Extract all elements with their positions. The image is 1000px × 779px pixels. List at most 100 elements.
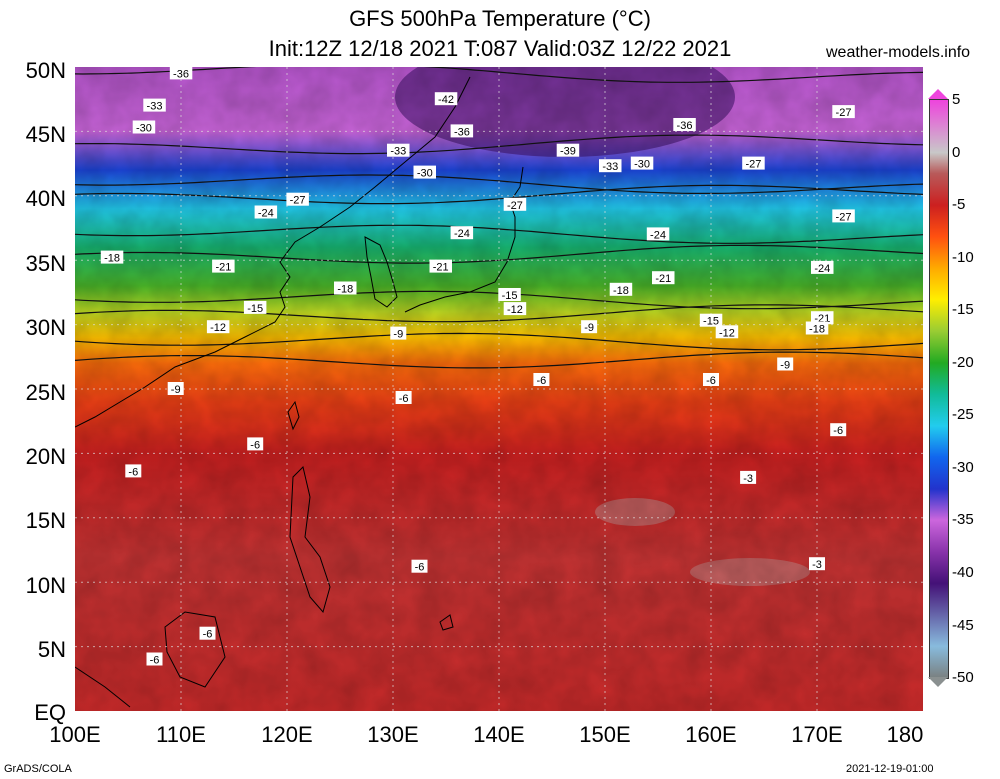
contour-label-bg <box>630 156 654 170</box>
contour-label-bg <box>740 470 757 484</box>
contour-label-bg <box>146 652 163 666</box>
contour-label: -24 <box>650 229 666 241</box>
colorbar-tick-label: 0 <box>952 143 961 161</box>
isotherm-line <box>75 174 923 194</box>
contour-label: -12 <box>507 304 523 316</box>
contour-label-bg <box>125 464 142 478</box>
contour-label: -9 <box>584 322 594 334</box>
contour-label-bg <box>503 197 527 211</box>
lon-label: 150E <box>579 722 631 747</box>
contour-label: -27 <box>836 211 852 223</box>
contour-label-bg <box>609 282 633 296</box>
contour-label-bg <box>434 92 458 106</box>
contour-label-bg <box>206 320 230 334</box>
contour-label-bg <box>132 120 156 134</box>
lat-label: 20N <box>25 444 66 469</box>
contour-label-bg <box>429 259 452 273</box>
lon-label: 100E <box>49 722 101 747</box>
contour-label: -36 <box>454 126 470 138</box>
contour-label: -27 <box>836 107 852 119</box>
contour-label: -6 <box>203 629 213 641</box>
lon-label: 180 <box>886 722 924 747</box>
contour-label-bg <box>777 357 794 371</box>
lon-label: 110E <box>156 722 206 747</box>
temperature-map: -36 -33 -42 -30 -36 -39 -36 -27 -33 -33 -30 -27 -30 -… <box>75 67 923 711</box>
contour-label: -18 <box>613 285 629 297</box>
contour-label-bg <box>715 325 739 339</box>
contour-label: -21 <box>215 262 231 274</box>
contour-label: -33 <box>147 101 163 113</box>
colorbar-tick-label: -25 <box>952 406 974 424</box>
coastline-taiwan <box>287 400 300 431</box>
colorbar-tick-label: -35 <box>952 511 974 529</box>
colorbar-tick-label: -20 <box>952 353 974 371</box>
contour-label: -36 <box>677 120 693 132</box>
contour-label: -9 <box>393 329 403 341</box>
colorbar <box>929 99 949 679</box>
coastline-asia <box>75 76 471 428</box>
lat-label: 15N <box>25 508 66 533</box>
contour-label-bg <box>498 288 521 301</box>
colorbar-tick-label: 5 <box>952 91 961 108</box>
lat-label: 35N <box>25 251 66 276</box>
contour-label-bg <box>450 226 474 240</box>
contour-label: -42 <box>438 94 454 106</box>
colorbar-tick-label: -50 <box>952 669 974 686</box>
contour-label: -18 <box>337 284 353 296</box>
contour-label-bg <box>832 105 855 119</box>
contour-label-bg <box>811 260 834 274</box>
lat-label: 45N <box>25 122 66 147</box>
contour-label: -6 <box>128 466 138 478</box>
lat-label: 30N <box>25 315 66 340</box>
lat-label: 40N <box>25 186 66 211</box>
lon-label: 160E <box>685 722 737 747</box>
contour-label-bg <box>286 192 309 206</box>
isotherm-line <box>75 67 923 83</box>
contour-label-bg <box>533 373 550 386</box>
contour-label: -27 <box>745 159 761 171</box>
colorbar-tick-label: -5 <box>952 196 966 214</box>
contour-label: -27 <box>290 195 306 207</box>
coastline-philippines <box>289 466 331 614</box>
coastline-korea <box>364 236 398 308</box>
contour-label: -6 <box>706 375 716 387</box>
contour-label-bg <box>243 300 267 314</box>
contour-label: -27 <box>507 200 523 212</box>
contour-label: -9 <box>171 384 181 396</box>
chart-subtitle: Init:12Z 12/18 2021 T:087 Valid:03Z 12/2… <box>268 36 732 61</box>
contour-labels: -36 -33 -42 -30 -36 -39 -36 -27 -33 -33 -30 -27 -30 -… <box>100 67 855 667</box>
contour-label-bg <box>742 156 765 170</box>
colorbar-tick-label: -40 <box>952 563 974 581</box>
lon-label: 130E <box>367 722 419 747</box>
contour-label-bg <box>809 557 825 571</box>
lat-label: 10N <box>25 573 66 598</box>
isotherm-line <box>75 332 923 351</box>
contour-label-bg <box>805 321 829 335</box>
contour-label-bg <box>169 67 193 80</box>
coastlines <box>75 76 524 708</box>
lat-label: 25N <box>25 380 66 405</box>
contour-label: -36 <box>173 68 189 80</box>
contour-label: -3 <box>812 559 822 571</box>
isotherm-line <box>75 184 923 205</box>
contour-label: -6 <box>399 393 409 405</box>
contour-label: -30 <box>634 159 650 171</box>
coastline-japan <box>404 166 524 313</box>
contour-label-bg <box>247 437 264 451</box>
contour-label: -6 <box>250 439 260 451</box>
contour-label-bg <box>581 320 598 334</box>
contour-label-bg <box>413 165 436 179</box>
contour-label-bg <box>100 250 124 264</box>
contour-label: -6 <box>833 425 843 437</box>
footer-timestamp: 2021-12-19-01:00 <box>846 763 934 775</box>
colorbar-max-arrow <box>928 89 948 99</box>
contour-label: -15 <box>502 290 518 302</box>
colorbar-min-arrow <box>928 677 948 687</box>
contour-label: -24 <box>258 208 274 220</box>
contour-label: -30 <box>136 123 152 135</box>
contour-label-bg <box>830 423 847 437</box>
map-canvas: -36 -33 -42 -30 -36 -39 -36 -27 -33 -33 -30 -27 -30 -… <box>75 67 923 711</box>
contour-label: -21 <box>433 262 449 274</box>
contour-label-bg <box>556 143 580 157</box>
contour-label: -3 <box>743 473 753 485</box>
